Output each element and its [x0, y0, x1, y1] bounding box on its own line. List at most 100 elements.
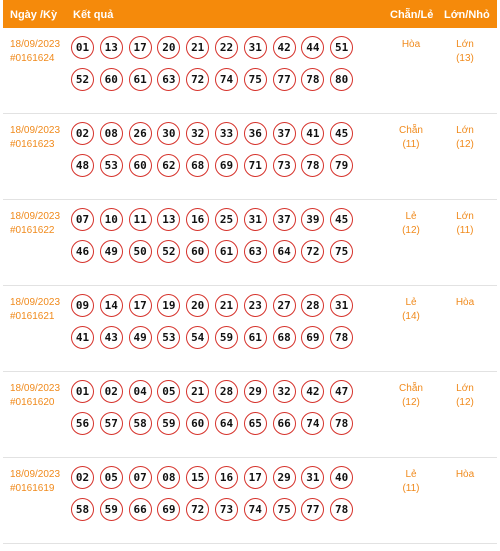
- lonnho-count: (12): [456, 139, 474, 150]
- number-ball: 78: [330, 498, 354, 521]
- draw-date-cell: 18/09/2023 #0161624: [10, 38, 60, 66]
- lonnho-cell: Hòa: [440, 468, 490, 482]
- header-date: Ngày /Kỳ: [10, 9, 58, 21]
- draw-date-cell: 18/09/2023 #0161621: [10, 296, 60, 324]
- number-ball: 71: [243, 154, 267, 177]
- number-ball: 32: [186, 122, 210, 145]
- number-ball: 17: [128, 294, 152, 317]
- chanle-value: Lẻ: [405, 469, 417, 480]
- number-ball: 74: [214, 68, 238, 91]
- table-header: Ngày /Kỳ Kết quả Chẵn/Lẻ Lớn/Nhỏ: [3, 0, 497, 28]
- lonnho-count: (13): [456, 53, 474, 64]
- number-ball: 78: [301, 154, 325, 177]
- number-ball: 20: [157, 36, 181, 59]
- number-ball: 13: [99, 36, 123, 59]
- number-ball: 77: [272, 68, 296, 91]
- number-ball: 72: [186, 498, 210, 521]
- number-balls: 09 14 17 19 20 21 23 27 28 31 41 43 49 53 54 59 61 68 69 78: [71, 294, 363, 349]
- number-ball: 75: [272, 498, 296, 521]
- number-ball: 11: [128, 208, 152, 231]
- number-ball: 39: [301, 208, 325, 231]
- number-ball: 69: [157, 498, 181, 521]
- number-ball: 43: [99, 326, 123, 349]
- draw-period: #0161623: [10, 139, 55, 150]
- number-ball: 61: [214, 240, 238, 263]
- number-ball: 01: [71, 36, 94, 59]
- number-ball: 59: [99, 498, 123, 521]
- number-ball: 29: [243, 380, 267, 403]
- lonnho-value: Lớn: [456, 383, 474, 394]
- number-balls: 07 10 11 13 16 25 31 37 39 45 46 49 50 52 60 61 63 64 72 75: [71, 208, 363, 263]
- number-ball: 23: [243, 294, 267, 317]
- number-ball: 80: [330, 68, 354, 91]
- draw-period: #0161619: [10, 483, 55, 494]
- number-ball: 58: [128, 412, 152, 435]
- draw-period: #0161620: [10, 397, 55, 408]
- chanle-cell: Chẵn (12): [386, 382, 436, 410]
- lonnho-cell: Hòa: [440, 296, 490, 310]
- number-ball: 60: [186, 240, 210, 263]
- lonnho-cell: Lớn (12): [440, 124, 490, 152]
- number-ball: 42: [272, 36, 296, 59]
- lonnho-value: Lớn: [456, 211, 474, 222]
- number-ball: 45: [330, 208, 354, 231]
- lonnho-cell: Lớn (11): [440, 210, 490, 238]
- lonnho-value: Lớn: [456, 39, 474, 50]
- chanle-value: Chẵn: [399, 383, 423, 394]
- number-ball: 10: [99, 208, 123, 231]
- number-ball: 78: [301, 68, 325, 91]
- table-body: 18/09/2023 #0161624 01 13 17 20 21 22 31 42 44 51 52…: [3, 28, 497, 544]
- chanle-cell: Lẻ (14): [386, 296, 436, 324]
- number-ball: 79: [330, 154, 354, 177]
- number-ball: 32: [272, 380, 296, 403]
- number-ball: 16: [186, 208, 210, 231]
- lonnho-value: Lớn: [456, 125, 474, 136]
- number-ball: 54: [186, 326, 210, 349]
- number-ball: 69: [214, 154, 238, 177]
- number-ball: 31: [330, 294, 354, 317]
- number-ball: 50: [128, 240, 152, 263]
- draw-date: 18/09/2023: [10, 469, 61, 480]
- chanle-value: Hòa: [401, 39, 421, 50]
- number-ball: 33: [214, 122, 238, 145]
- number-ball: 41: [301, 122, 325, 145]
- number-ball: 63: [157, 68, 181, 91]
- number-ball: 07: [128, 466, 152, 489]
- number-balls: 01 02 04 05 21 28 29 32 42 47 56 57 58 59 60 64 65 66 74 78: [71, 380, 363, 435]
- draw-date-cell: 18/09/2023 #0161622: [10, 210, 60, 238]
- number-balls: 01 13 17 20 21 22 31 42 44 51 52 60 61 63 72 74 75 77 78 80: [71, 36, 363, 91]
- chanle-value: Lẻ: [405, 297, 417, 308]
- chanle-count: (11): [402, 483, 420, 494]
- draw-period: #0161624: [10, 53, 55, 64]
- number-ball: 16: [214, 466, 238, 489]
- number-ball: 09: [71, 294, 94, 317]
- number-ball: 73: [214, 498, 238, 521]
- number-ball: 28: [301, 294, 325, 317]
- header-chanle: Chẵn/Lẻ: [390, 9, 434, 21]
- number-ball: 01: [71, 380, 94, 403]
- number-ball: 59: [214, 326, 238, 349]
- number-ball: 41: [71, 326, 94, 349]
- chanle-count: (14): [402, 311, 420, 322]
- number-ball: 46: [71, 240, 94, 263]
- number-ball: 74: [301, 412, 325, 435]
- chanle-cell: Chẵn (11): [386, 124, 436, 152]
- number-ball: 07: [71, 208, 94, 231]
- number-ball: 66: [128, 498, 152, 521]
- number-ball: 60: [186, 412, 210, 435]
- draw-period: #0161622: [10, 225, 55, 236]
- number-ball: 64: [214, 412, 238, 435]
- chanle-value: Chẵn: [399, 125, 423, 136]
- chanle-cell: Lẻ (12): [386, 210, 436, 238]
- chanle-value: Lẻ: [405, 211, 417, 222]
- number-ball: 02: [71, 122, 94, 145]
- number-ball: 52: [71, 68, 94, 91]
- number-ball: 53: [99, 154, 123, 177]
- table-row: 18/09/2023 #0161622 07 10 11 13 16 25 31 37 39 45 46…: [3, 200, 497, 286]
- chanle-count: (12): [402, 397, 420, 408]
- number-ball: 44: [301, 36, 325, 59]
- number-ball: 61: [128, 68, 152, 91]
- number-ball: 78: [330, 412, 354, 435]
- number-ball: 02: [99, 380, 123, 403]
- table-row: 18/09/2023 #0161620 01 02 04 05 21 28 29 32 42 47 56…: [3, 372, 497, 458]
